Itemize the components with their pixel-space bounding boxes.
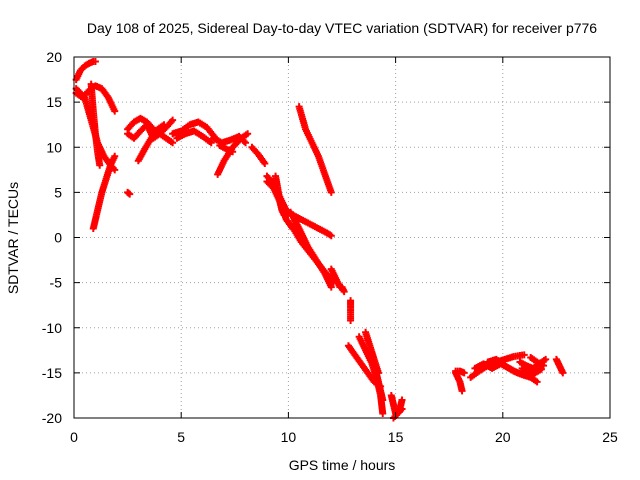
data-point [327, 188, 335, 196]
data-point [160, 121, 168, 129]
y-tick-label: -15 [42, 365, 62, 381]
data-point [520, 351, 528, 359]
x-tick-label: 10 [281, 429, 297, 445]
y-tick-label: 0 [54, 230, 62, 246]
data-point [458, 387, 466, 395]
chart-title: Day 108 of 2025, Sidereal Day-to-day VTE… [87, 20, 597, 36]
axis-ticks: 0 5 10 15 20 25 -20 -15 -10 -5 0 5 10 15 20 [42, 49, 618, 445]
data-point [111, 152, 119, 160]
data-point [398, 396, 406, 404]
data-point [111, 107, 119, 115]
data-point [126, 190, 134, 198]
y-tick-label: -5 [50, 275, 63, 291]
y-axis-label: SDTVAR / TECUs [5, 182, 21, 294]
y-tick-label: -10 [42, 320, 62, 336]
x-tick-label: 0 [70, 429, 78, 445]
data-point [347, 317, 355, 325]
data-point [169, 116, 177, 124]
y-tick-label: 15 [46, 94, 62, 110]
y-tick-label: -20 [42, 410, 62, 426]
x-tick-label: 25 [602, 429, 618, 445]
data-point [244, 130, 252, 138]
data-point [340, 288, 348, 296]
data-point [207, 139, 215, 147]
data-point [327, 283, 335, 291]
data-point [398, 405, 406, 413]
data-point [229, 148, 237, 156]
y-tick-label: 20 [46, 49, 62, 65]
data-point [533, 378, 541, 386]
x-tick-label: 20 [495, 429, 511, 445]
x-axis-label: GPS time / hours [289, 457, 396, 473]
data-point [379, 409, 387, 417]
data-point [540, 362, 548, 370]
data-point [379, 396, 387, 404]
data-point [460, 369, 468, 377]
data-points [72, 58, 567, 422]
data-point [96, 161, 104, 169]
y-tick-label: 5 [54, 184, 62, 200]
y-tick-label: 10 [46, 139, 62, 155]
grid-lines [74, 57, 610, 418]
data-point [542, 355, 550, 363]
x-tick-label: 15 [388, 429, 404, 445]
data-point [242, 139, 250, 147]
data-point [91, 58, 99, 66]
x-tick-label: 5 [177, 429, 185, 445]
data-point [169, 139, 177, 147]
data-point [559, 369, 567, 377]
data-point [261, 159, 269, 167]
data-point [327, 232, 335, 240]
